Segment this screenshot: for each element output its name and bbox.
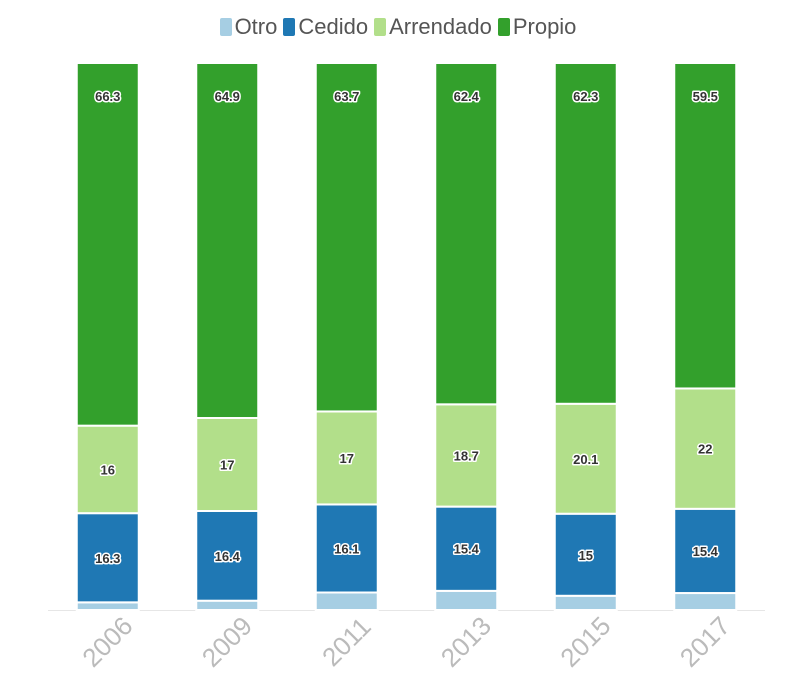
x-tick-label-2017: 2017 [674,611,736,673]
legend-item-arrendado[interactable]: Arrendado [374,14,492,40]
data-label-propio-2009: 64.9 [215,89,240,104]
data-label-arrendado-2009: 17 [220,457,234,472]
data-label-cedido-2013: 15.4 [454,542,480,557]
data-label-arrendado-2017: 22 [698,442,712,457]
data-label-cedido-2011: 16.1 [334,541,359,556]
data-label-cedido-2009: 16.4 [215,549,241,564]
x-tick-label-2013: 2013 [435,611,497,673]
legend-item-cedido[interactable]: Cedido [283,14,368,40]
data-label-arrendado-2015: 20.1 [573,452,598,467]
bar-propio-2006[interactable] [75,62,140,427]
legend-item-otro[interactable]: Otro [219,14,278,40]
legend-swatch-otro [219,18,232,36]
legend-swatch-propio [497,18,510,36]
data-label-arrendado-2011: 17 [340,451,354,466]
data-label-propio-2013: 62.4 [454,89,480,104]
data-label-propio-2015: 62.3 [573,89,598,104]
bar-propio-2011[interactable] [314,62,379,413]
data-label-cedido-2017: 15.4 [693,544,719,559]
bar-otro-2006[interactable] [75,601,140,611]
bar-cedido-2015[interactable] [553,512,618,597]
bar-otro-2013[interactable] [434,589,499,611]
data-label-propio-2006: 66.3 [95,89,120,104]
legend-item-propio[interactable]: Propio [497,14,577,40]
bar-cedido-2006[interactable] [75,512,140,604]
bar-arrendado-2013[interactable] [434,403,499,508]
bar-otro-2009[interactable] [195,599,260,611]
legend: Otro Cedido Arrendado Propio [0,14,796,40]
data-label-arrendado-2013: 18.7 [454,448,479,463]
data-label-propio-2011: 63.7 [334,89,359,104]
legend-label-propio: Propio [512,14,577,39]
bar-otro-2017[interactable] [673,592,738,612]
data-label-cedido-2006: 16.3 [95,551,120,566]
bar-arrendado-2015[interactable] [553,402,618,515]
bar-cedido-2009[interactable] [195,509,260,602]
bar-cedido-2017[interactable] [673,507,738,595]
x-tick-label-2015: 2015 [554,611,616,673]
bar-otro-2011[interactable] [314,591,379,611]
legend-label-cedido: Cedido [298,14,369,39]
x-tick-label-2006: 2006 [76,611,138,673]
data-label-arrendado-2006: 16 [101,462,115,477]
bar-propio-2015[interactable] [553,62,618,405]
bar-propio-2009[interactable] [195,62,260,420]
data-label-propio-2017: 59.5 [693,89,718,104]
x-tick-label-2009: 2009 [196,611,258,673]
legend-swatch-cedido [283,18,296,36]
bar-propio-2013[interactable] [434,62,499,406]
data-label-cedido-2015: 15 [579,548,593,563]
x-tick-label-2011: 2011 [316,611,377,672]
legend-swatch-arrendado [374,18,387,36]
bar-otro-2015[interactable] [553,594,618,612]
bar-arrendado-2006[interactable] [75,424,140,515]
legend-label-arrendado: Arrendado [389,14,492,39]
legend-label-otro: Otro [234,14,278,39]
bar-propio-2017[interactable] [673,62,738,390]
